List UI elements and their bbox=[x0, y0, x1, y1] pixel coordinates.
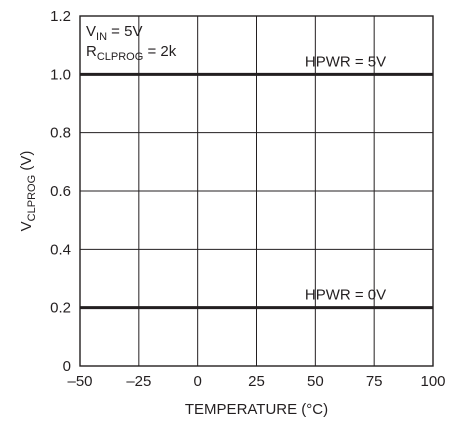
x-tick-label: 0 bbox=[193, 373, 201, 390]
y-tick-label: 0.4 bbox=[50, 241, 71, 258]
y-tick-labels: 0 0.2 0.4 0.6 0.8 1.0 1.2 bbox=[50, 8, 71, 375]
y-tick-label: 0 bbox=[63, 358, 71, 375]
x-tick-label: –25 bbox=[126, 373, 151, 390]
y-tick-label: 1.2 bbox=[50, 8, 71, 25]
condition-vin: VIN = 5V bbox=[86, 23, 142, 43]
series-lines bbox=[80, 72, 433, 310]
y-tick-label: 0.2 bbox=[50, 300, 71, 317]
y-axis-label-main: V bbox=[18, 221, 35, 231]
series-label-0: HPWR = 5V bbox=[305, 53, 386, 70]
annotations: HPWR = 5V HPWR = 0V bbox=[305, 53, 386, 303]
plot-frame bbox=[79, 15, 434, 367]
y-axis-label: VCLPROG (V) bbox=[18, 151, 38, 232]
x-tick-label: 25 bbox=[248, 373, 265, 390]
y-axis-label-sub: CLPROG bbox=[26, 175, 38, 221]
y-axis-label-rest: (V) bbox=[18, 151, 35, 175]
series-label-1: HPWR = 0V bbox=[305, 287, 386, 304]
x-tick-label: 50 bbox=[307, 373, 324, 390]
x-axis-label: TEMPERATURE (°C) bbox=[185, 401, 328, 418]
y-tick-label: 0.6 bbox=[50, 183, 71, 200]
x-tick-label: –50 bbox=[67, 373, 92, 390]
y-tick-label: 1.0 bbox=[50, 66, 71, 83]
y-tick-label: 0.8 bbox=[50, 125, 71, 142]
condition-rclprog: RCLPROG = 2k bbox=[86, 43, 177, 63]
x-tick-label: 100 bbox=[420, 373, 445, 390]
x-tick-label: 75 bbox=[366, 373, 383, 390]
x-tick-labels: –50 –25 0 25 50 75 100 bbox=[67, 373, 445, 390]
